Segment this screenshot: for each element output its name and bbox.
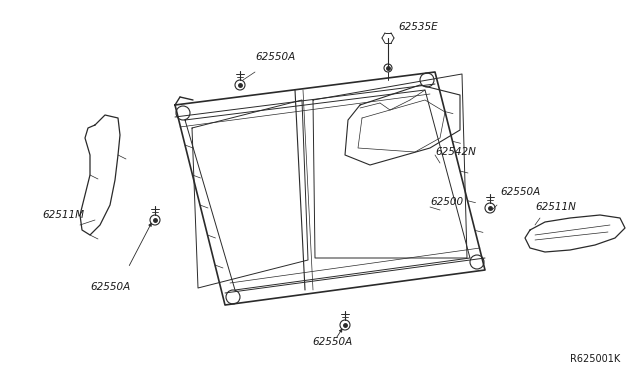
Text: 62511M: 62511M xyxy=(42,210,84,220)
Text: 62550A: 62550A xyxy=(500,187,540,197)
Text: 62550A: 62550A xyxy=(255,52,295,62)
Text: 62550A: 62550A xyxy=(90,282,131,292)
Text: R625001K: R625001K xyxy=(570,354,620,364)
Text: 62535E: 62535E xyxy=(398,22,438,32)
Text: 62511N: 62511N xyxy=(535,202,576,212)
Text: 62550A: 62550A xyxy=(312,337,352,347)
Text: 62542N: 62542N xyxy=(435,147,476,157)
Text: 62500: 62500 xyxy=(430,197,463,207)
